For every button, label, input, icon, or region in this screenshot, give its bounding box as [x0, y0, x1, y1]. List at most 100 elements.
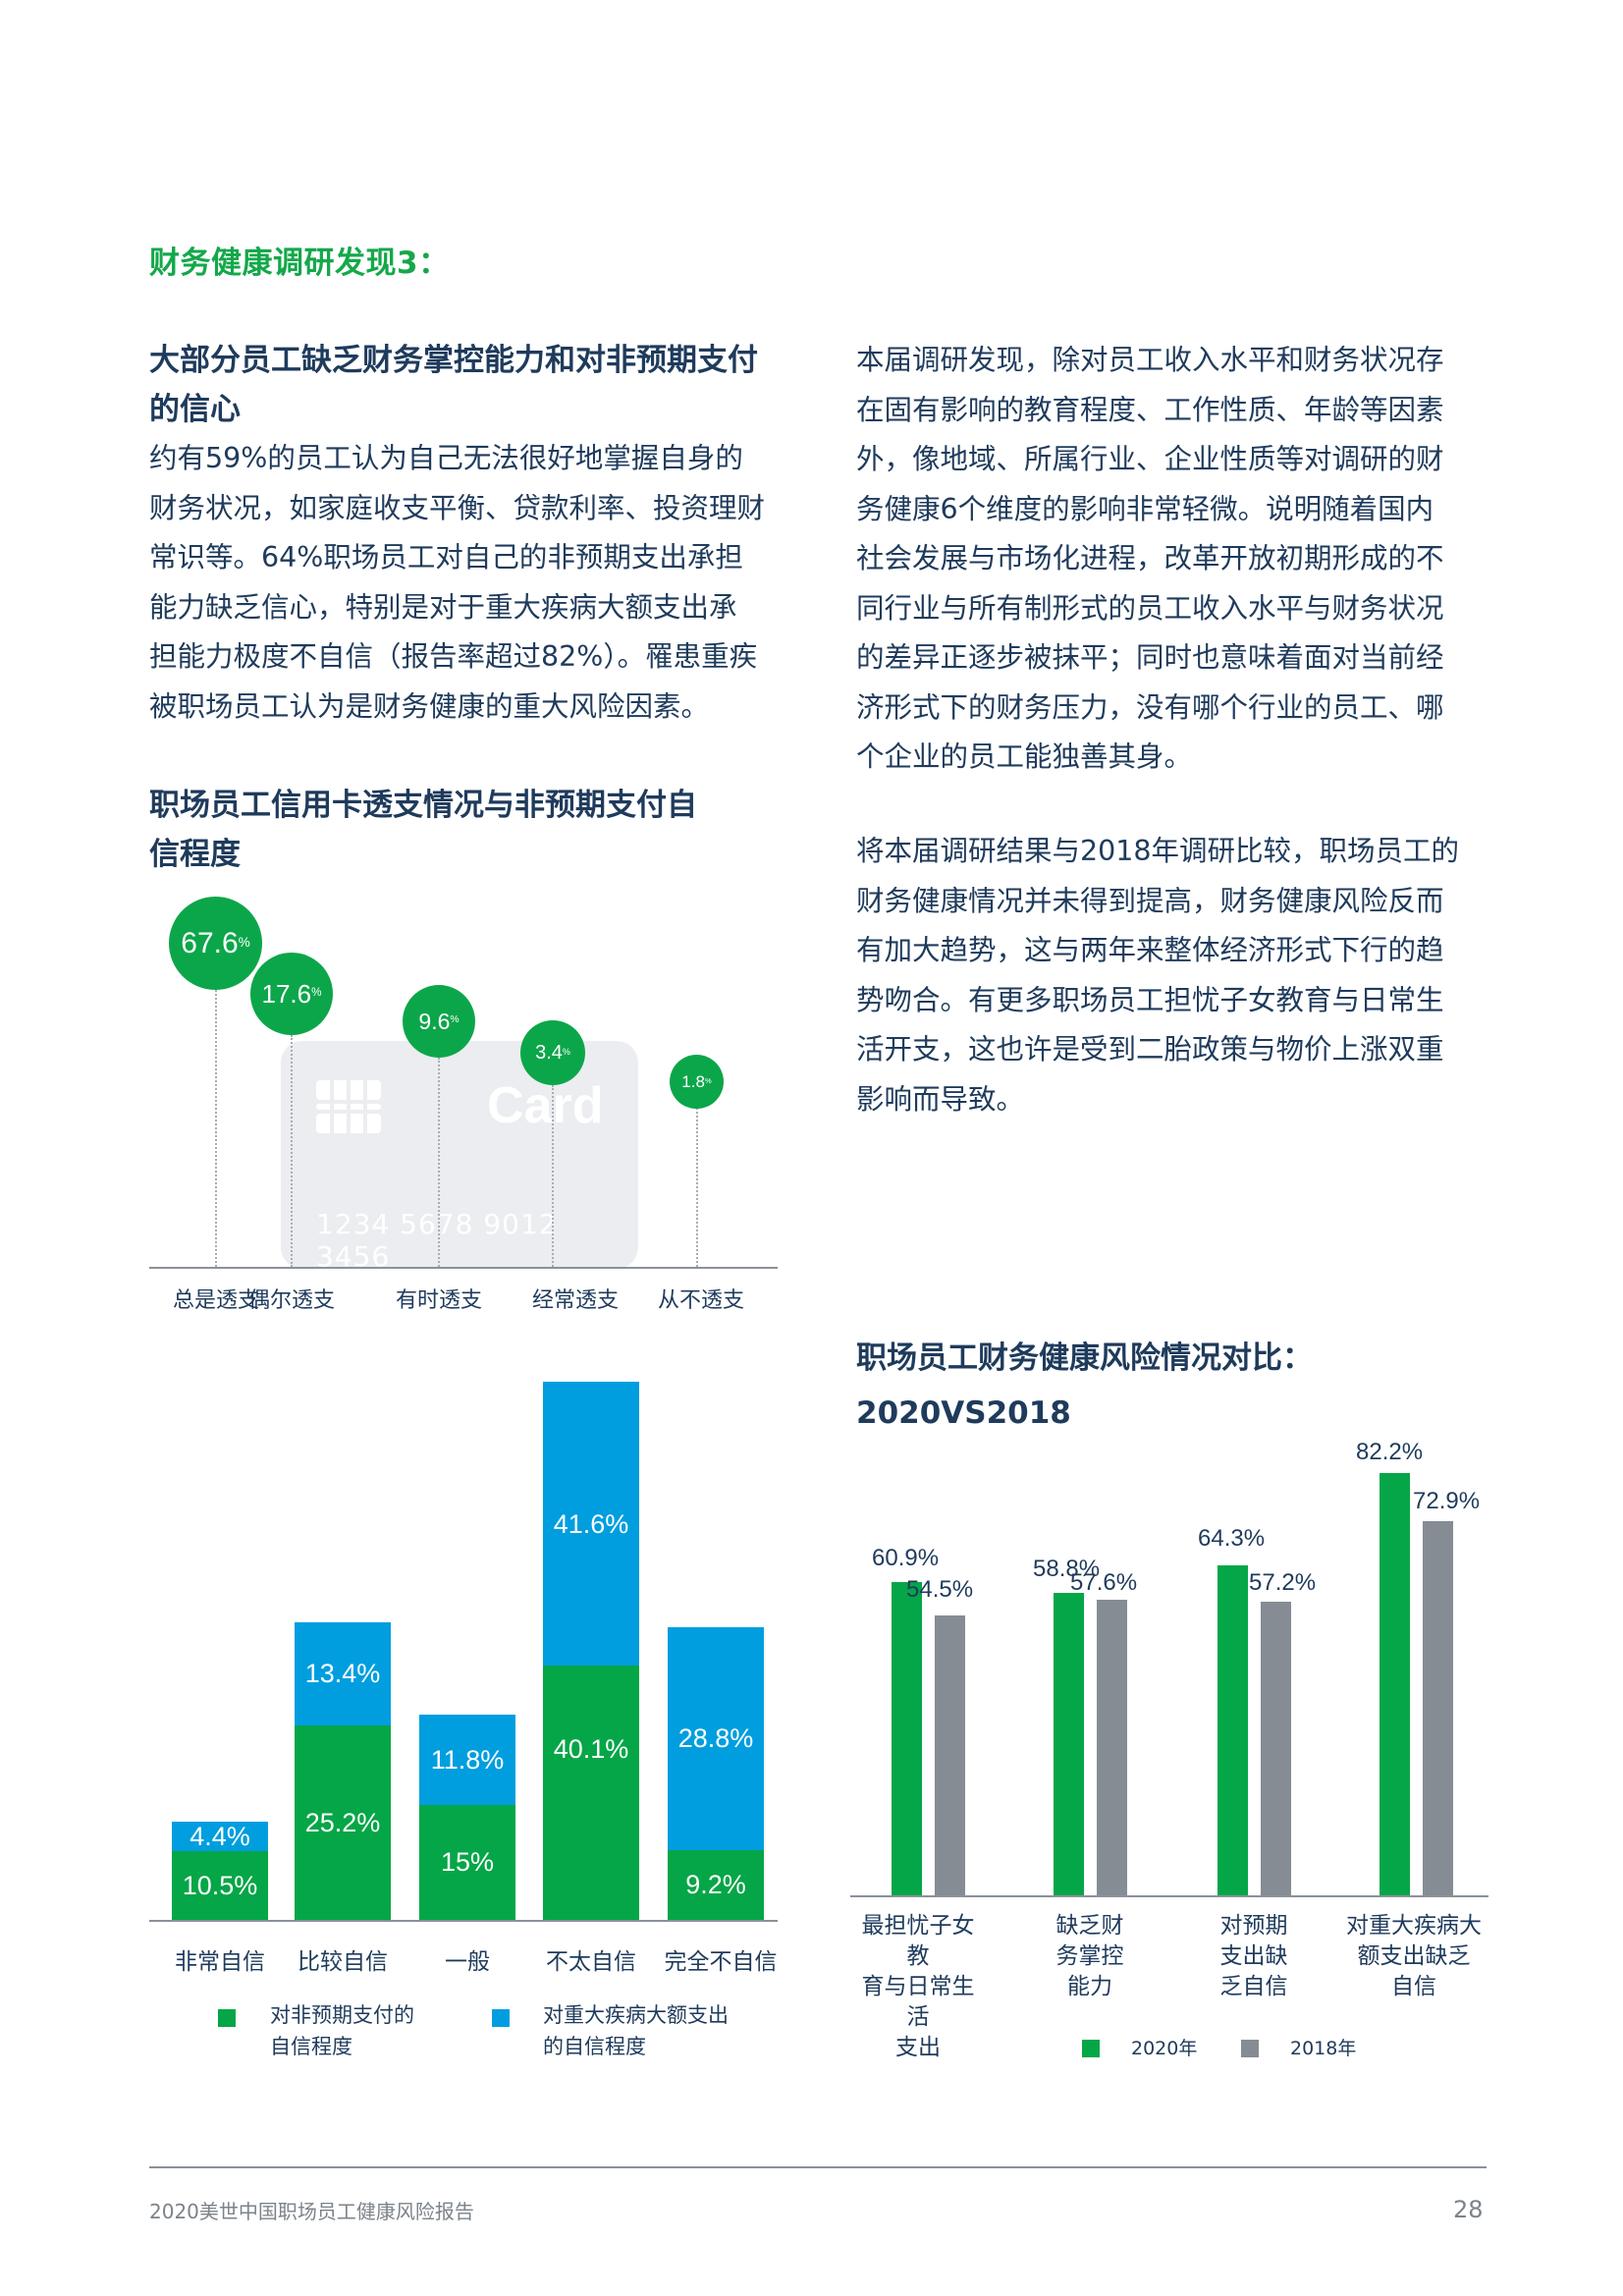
x-label: 从不透支: [657, 1288, 744, 1313]
text-line: 社会发展与市场化进程，改革开放初期形成的不: [856, 542, 1444, 574]
text-line: 势吻合。有更多职场员工担忧子女教育与日常生: [856, 983, 1444, 1016]
left-paragraph: 约有59%的员工认为自己无法很好地掌握自身的 财务状况，如家庭收支平衡、贷款利率…: [149, 434, 787, 732]
text-line: 有加大趋势，这与两年来整体经济形式下行的趋: [856, 934, 1444, 966]
category-label: 对重大疾病大 额支出缺乏 自信: [1345, 1911, 1483, 2002]
bubble-stem: [438, 1058, 440, 1267]
heading-line: 大部分员工缺乏财务掌控能力和对非预期支付: [149, 343, 758, 378]
bubble-chart-title: 职场员工信用卡透支情况与非预期支付自 信程度: [149, 781, 787, 879]
segment-label: 40.1%: [553, 1734, 629, 1764]
percent-sign: %: [704, 1076, 712, 1086]
category-line: 对预期: [1219, 1913, 1288, 1939]
category-line: 支出: [895, 2035, 941, 2060]
bar-2018: [1261, 1602, 1291, 1895]
title-line: 信程度: [149, 837, 241, 872]
bubble-occasionally: 17.6%: [250, 953, 333, 1035]
left-heading: 大部分员工缺乏财务掌控能力和对非预期支付 的信心: [149, 336, 787, 434]
bar-segment-unexpected: 40.1%: [543, 1666, 639, 1920]
x-label: 非常自信: [175, 1949, 265, 1975]
bubble-value: 9.6: [418, 1008, 451, 1034]
value-label: 54.5%: [906, 1576, 974, 1603]
segment-label: 28.8%: [677, 1723, 754, 1753]
value-label: 82.2%: [1356, 1439, 1424, 1465]
bubble-value: 3.4: [535, 1041, 563, 1064]
x-label: 偶尔透支: [247, 1288, 335, 1313]
bubble-value: 67.6: [181, 926, 239, 959]
bubble-stem: [696, 1108, 698, 1267]
x-label: 一般: [445, 1949, 490, 1975]
segment-label: 41.6%: [553, 1509, 629, 1539]
value-label: 60.9%: [872, 1545, 940, 1571]
x-label: 完全不自信: [664, 1949, 778, 1975]
segment-label: 9.2%: [685, 1870, 746, 1899]
bubble-value: 17.6: [261, 978, 312, 1009]
grouped-chart-title: 职场员工财务健康风险情况对比： 2020VS2018: [856, 1331, 1313, 1441]
bar-segment-illness: 4.4%: [172, 1822, 268, 1851]
bar-segment-unexpected: 25.2%: [295, 1725, 391, 1920]
legend-line: 对重大疾病大额支出: [543, 2003, 729, 2027]
segment-label: 11.8%: [430, 1744, 505, 1775]
x-label: 不太自信: [546, 1949, 636, 1975]
title-line: 2020VS2018: [856, 1395, 1071, 1431]
segment-label: 15%: [440, 1847, 495, 1877]
grouped-axis: [850, 1895, 1488, 1897]
footer-divider: [149, 2166, 1487, 2168]
right-paragraph-1: 本届调研发现，除对员工收入水平和财务状况存 在固有影响的教育程度、工作性质、年龄…: [856, 336, 1494, 783]
card-chip-icon: [316, 1080, 381, 1133]
segment-label: 13.4%: [304, 1659, 381, 1688]
x-label: 经常透支: [531, 1288, 619, 1313]
value-label: 57.6%: [1070, 1569, 1138, 1596]
text-line: 个企业的员工能独善其身。: [856, 740, 1193, 773]
category-line: 务掌控: [1055, 1943, 1124, 1969]
legend-swatch-2018: [1241, 2040, 1259, 2057]
category-line: 乏自信: [1219, 1974, 1288, 1999]
text-line: 在固有影响的教育程度、工作性质、年龄等因素: [856, 393, 1444, 426]
value-label: 72.9%: [1413, 1488, 1481, 1514]
legend-label: 对非预期支付的 自信程度: [270, 1999, 414, 2062]
bubble-always: 67.6%: [169, 897, 262, 990]
bar-2020: [1217, 1565, 1248, 1895]
card-number: 1234 5678 9012 3456: [316, 1208, 558, 1273]
category-line: 对重大疾病大: [1346, 1913, 1482, 1939]
x-label: 总是透支: [172, 1288, 259, 1313]
text-line: 能力缺乏信心，特别是对于重大疾病大额支出承: [149, 590, 737, 624]
x-label: 比较自信: [298, 1949, 388, 1975]
legend-label: 对重大疾病大额支出 的自信程度: [543, 1999, 729, 2062]
heading-line: 的信心: [149, 392, 241, 427]
category-label: 最担忧子女教 育与日常生活 支出: [854, 1911, 982, 2063]
page-number: 28: [1453, 2196, 1484, 2223]
bubble-value: 1.8: [681, 1071, 705, 1091]
percent-sign: %: [450, 1014, 460, 1026]
legend-label: 2018年: [1290, 2038, 1357, 2059]
right-paragraph-2: 将本届调研结果与2018年调研比较，职场员工的 财务健康情况并未得到提高，财务健…: [856, 827, 1494, 1124]
legend-swatch-blue: [492, 2009, 510, 2027]
category-line: 缺乏财: [1055, 1913, 1124, 1939]
credit-card-graphic: Card 1234 5678 9012 3456: [281, 1041, 638, 1273]
title-line: 职场员工财务健康风险情况对比：: [856, 1340, 1313, 1376]
stacked-axis: [149, 1920, 778, 1922]
percent-sign: %: [562, 1047, 570, 1058]
category-line: 最担忧子女教: [861, 1913, 975, 1969]
text-line: 活开支，这也许是受到二胎政策与物价上涨双重: [856, 1033, 1444, 1066]
legend-label: 2020年: [1131, 2038, 1198, 2059]
legend-line: 自信程度: [270, 2035, 352, 2058]
card-word: Card: [487, 1077, 604, 1134]
text-line: 被职场员工认为是财务健康的重大风险因素。: [149, 689, 710, 723]
legend-swatch-2020: [1082, 2040, 1100, 2057]
footer-title: 2020美世中国职场员工健康风险报告: [149, 2200, 474, 2223]
category-line: 育与日常生活: [861, 1974, 975, 2030]
category-label: 对预期 支出缺 乏自信: [1205, 1911, 1303, 2002]
category-line: 额支出缺乏: [1357, 1943, 1471, 1969]
text-line: 济形式下的财务压力，没有哪个行业的员工、哪: [856, 690, 1444, 724]
text-line: 约有59%的员工认为自己无法很好地掌握自身的: [149, 442, 743, 474]
text-line: 常识等。64%职场员工对自己的非预期支出承担: [149, 541, 743, 574]
legend-swatch-green: [218, 2009, 236, 2027]
bar-segment-unexpected: 9.2%: [668, 1850, 764, 1920]
category-line: 自信: [1391, 1974, 1436, 1999]
segment-label: 4.4%: [189, 1821, 250, 1851]
text-line: 的差异正逐步被抹平；同时也意味着面对当前经: [856, 641, 1444, 674]
bar-2018: [935, 1615, 965, 1895]
bar-segment-illness: 41.6%: [543, 1382, 639, 1666]
text-line: 本届调研发现，除对员工收入水平和财务状况存: [856, 344, 1444, 376]
bubble-stem: [215, 990, 217, 1267]
bar-2018: [1423, 1521, 1453, 1895]
